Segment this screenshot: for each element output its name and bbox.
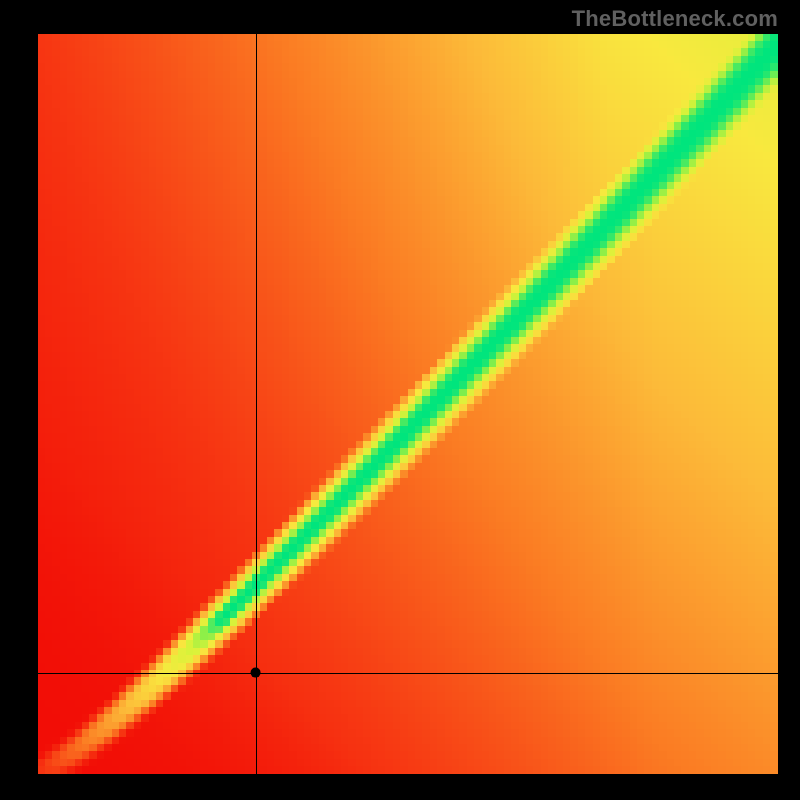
chart-container: TheBottleneck.com: [0, 0, 800, 800]
heatmap-canvas: [38, 34, 778, 774]
watermark-text: TheBottleneck.com: [572, 6, 778, 32]
heatmap-plot: [38, 34, 778, 774]
